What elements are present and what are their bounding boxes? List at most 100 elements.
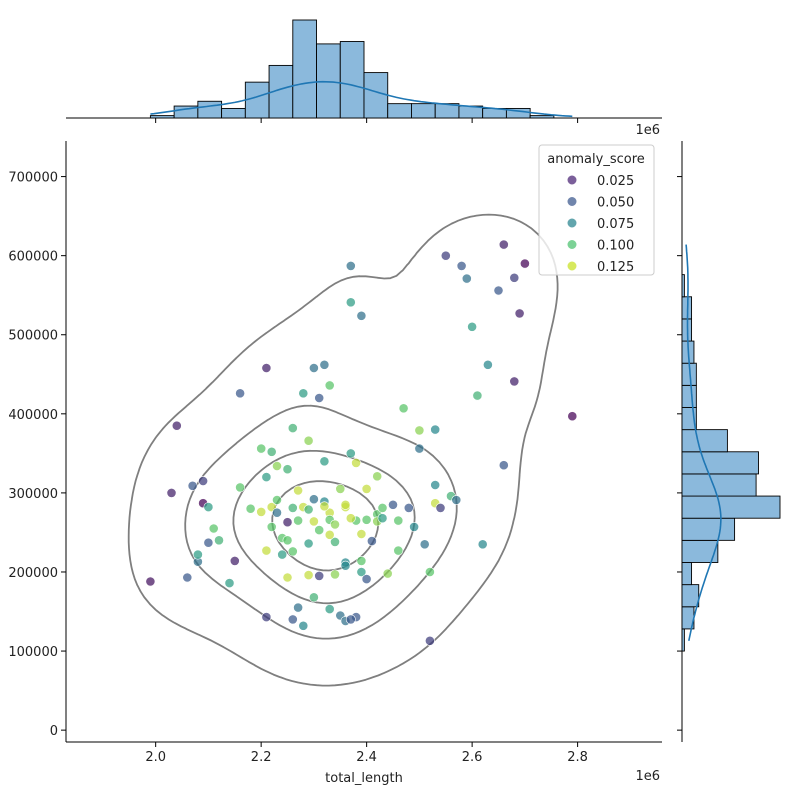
right-hist-bar bbox=[681, 451, 759, 475]
scatter-point bbox=[330, 569, 340, 580]
scatter-point bbox=[435, 502, 446, 513]
right-hist-bar bbox=[681, 384, 697, 408]
legend-entry-label: 0.050 bbox=[597, 196, 634, 211]
scatter-point bbox=[477, 539, 488, 550]
scatter-point bbox=[214, 535, 224, 546]
scatter-point bbox=[340, 499, 351, 510]
top-hist-bar bbox=[387, 103, 412, 119]
scatter-point bbox=[182, 572, 193, 583]
scatter-point bbox=[403, 502, 414, 513]
scatter-point bbox=[398, 403, 409, 414]
scatter-point bbox=[272, 495, 282, 505]
y-tick-label: 100000 bbox=[8, 645, 58, 660]
scatter-point bbox=[303, 504, 314, 515]
x-tick-label: 2.8 bbox=[567, 750, 588, 765]
legend-entry-label: 0.025 bbox=[597, 174, 634, 189]
scatter-point bbox=[324, 529, 335, 540]
scatter-point bbox=[382, 568, 393, 579]
scatter-point bbox=[187, 480, 198, 491]
y-tick-label: 0 bbox=[50, 724, 58, 739]
scatter-point bbox=[245, 503, 256, 514]
legend-title: anomaly_score bbox=[547, 152, 645, 167]
scatter-point bbox=[287, 423, 298, 433]
scatter-point bbox=[366, 536, 377, 546]
legend-marker bbox=[566, 174, 578, 186]
legend-marker bbox=[566, 217, 578, 229]
scatter-points bbox=[145, 239, 578, 646]
legend-entry-label: 0.125 bbox=[597, 260, 634, 275]
top-hist-bar bbox=[292, 19, 317, 119]
scatter-point bbox=[345, 297, 356, 308]
top-hist-bar bbox=[529, 115, 555, 119]
scatter-point bbox=[208, 523, 219, 534]
scatter-point bbox=[440, 250, 451, 261]
scatter-point bbox=[308, 363, 319, 373]
x-tick-label: 2.4 bbox=[356, 750, 377, 765]
legend-marker bbox=[566, 239, 578, 250]
scatter-point bbox=[287, 546, 298, 557]
scatter-point bbox=[314, 393, 325, 403]
scatter-point bbox=[520, 258, 530, 269]
scatter-point bbox=[414, 443, 425, 454]
scatter-point bbox=[261, 472, 272, 482]
right-marginal-histogram bbox=[677, 141, 781, 742]
top-hist-bar bbox=[197, 100, 223, 119]
top-hist-bar bbox=[221, 107, 246, 119]
scatter-point bbox=[261, 545, 272, 556]
scatter-point bbox=[266, 522, 277, 532]
scatter-point bbox=[261, 612, 272, 622]
scatter-point bbox=[356, 310, 367, 321]
scatter-point bbox=[361, 483, 372, 494]
scatter-point bbox=[393, 515, 404, 526]
legend-entries: 0.025 0.050 0.075 0.100 0.125 bbox=[566, 174, 634, 275]
y-tick-label: 300000 bbox=[8, 487, 58, 502]
scatter-point bbox=[340, 560, 351, 571]
scatter-point bbox=[272, 461, 282, 471]
scatter-point bbox=[308, 592, 319, 603]
scatter-point bbox=[282, 535, 293, 546]
scatter-point bbox=[171, 420, 182, 431]
scatter-point bbox=[498, 460, 509, 471]
y-tick-label: 400000 bbox=[8, 408, 58, 423]
scatter-point bbox=[419, 539, 430, 550]
scatter-point bbox=[308, 494, 319, 505]
scatter-point bbox=[509, 376, 520, 387]
right-hist-bar bbox=[681, 495, 781, 519]
x-tick-label: 2.0 bbox=[145, 750, 166, 765]
scatter-point bbox=[461, 273, 472, 284]
scatter-point bbox=[266, 446, 277, 457]
scatter-point bbox=[361, 574, 372, 584]
scatter-point bbox=[282, 517, 293, 528]
right-kde-curve bbox=[685, 244, 722, 641]
right-hist-bar bbox=[681, 429, 728, 453]
top-hist-bar bbox=[339, 41, 365, 119]
scatter-point bbox=[324, 604, 335, 614]
scatter-point bbox=[166, 487, 177, 498]
scatter-point bbox=[467, 321, 477, 332]
scatter-point bbox=[308, 516, 319, 527]
scatter-point bbox=[256, 506, 267, 517]
legend-entry-label: 0.100 bbox=[597, 239, 634, 254]
scatter-point bbox=[498, 239, 509, 250]
scatter-point bbox=[430, 480, 441, 490]
scatter-point bbox=[424, 567, 435, 577]
scatter-point bbox=[145, 576, 156, 587]
scatter-point bbox=[203, 537, 214, 548]
y-tick-label: 700000 bbox=[8, 171, 58, 186]
right-hist-bar bbox=[681, 473, 757, 497]
scatter-point bbox=[287, 502, 298, 513]
scatter-point bbox=[198, 476, 208, 486]
scatter-point bbox=[261, 363, 272, 373]
scatter-point bbox=[282, 572, 293, 583]
legend-entry-label: 0.075 bbox=[597, 217, 634, 232]
x-tick-label: 2.6 bbox=[462, 750, 483, 765]
legend: anomaly_score 0.025 0.050 0.075 0.100 0.125 bbox=[538, 144, 655, 276]
scatter-point bbox=[229, 556, 240, 566]
scatter-point bbox=[356, 556, 367, 566]
scatter-point bbox=[298, 388, 309, 399]
scatter-point bbox=[514, 308, 525, 319]
top-hist-bar bbox=[244, 81, 270, 119]
scatter-point bbox=[235, 388, 245, 399]
